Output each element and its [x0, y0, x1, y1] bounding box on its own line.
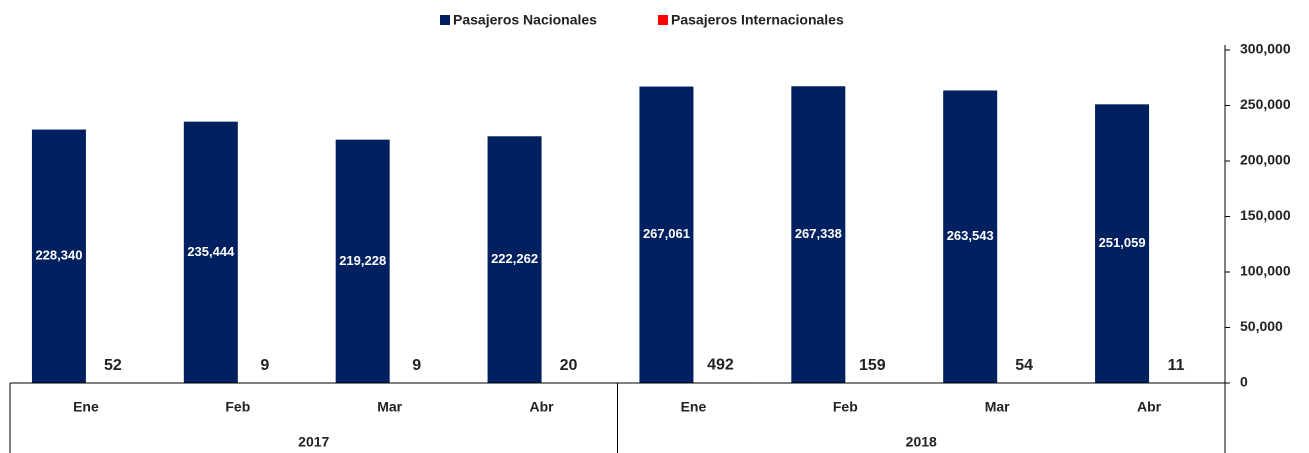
- data-label: 9: [260, 357, 269, 374]
- bar: [335, 139, 390, 383]
- data-label: 267,061: [643, 226, 690, 241]
- data-label: 228,340: [35, 248, 82, 263]
- data-label: 11: [1168, 357, 1185, 374]
- y-tick-label: 150,000: [1240, 207, 1291, 223]
- bar: [791, 86, 846, 383]
- data-label: 20: [560, 357, 578, 374]
- data-label: 267,338: [795, 226, 842, 241]
- y-tick-label: 50,000: [1240, 318, 1283, 334]
- bar: [31, 129, 86, 383]
- bar: [183, 121, 238, 383]
- legend-label: Pasajeros Internacionales: [671, 12, 844, 28]
- data-label: 492: [707, 357, 734, 374]
- data-label: 54: [1015, 357, 1033, 374]
- x-tick-label: Abr: [1137, 399, 1162, 415]
- data-label: 251,059: [1099, 235, 1146, 250]
- data-label: 219,228: [339, 253, 386, 268]
- bar: [1095, 104, 1150, 383]
- group-label: 2018: [906, 434, 937, 450]
- data-label: 52: [104, 357, 122, 374]
- data-label: 9: [412, 357, 421, 374]
- y-tick-label: 200,000: [1240, 152, 1291, 168]
- bar: [487, 136, 542, 383]
- x-tick-label: Mar: [377, 399, 402, 415]
- x-tick-label: Feb: [833, 399, 858, 415]
- y-tick-label: 100,000: [1240, 263, 1291, 279]
- y-tick-label: 250,000: [1240, 96, 1291, 112]
- legend-swatch: [440, 15, 450, 25]
- x-tick-label: Mar: [985, 399, 1010, 415]
- x-tick-label: Ene: [681, 399, 707, 415]
- data-label: 263,543: [947, 228, 994, 243]
- bar: [943, 90, 998, 383]
- y-tick-label: 300,000: [1240, 41, 1291, 57]
- y-tick-label: 0: [1240, 374, 1248, 390]
- bar: [639, 86, 694, 383]
- group-label: 2017: [298, 434, 329, 450]
- data-label: 235,444: [187, 244, 235, 259]
- x-tick-label: Abr: [530, 399, 555, 415]
- data-label: 159: [859, 357, 886, 374]
- data-label: 222,262: [491, 251, 538, 266]
- x-tick-label: Feb: [225, 399, 250, 415]
- legend-swatch: [658, 15, 668, 25]
- legend-label: Pasajeros Nacionales: [453, 12, 597, 28]
- x-tick-label: Ene: [73, 399, 99, 415]
